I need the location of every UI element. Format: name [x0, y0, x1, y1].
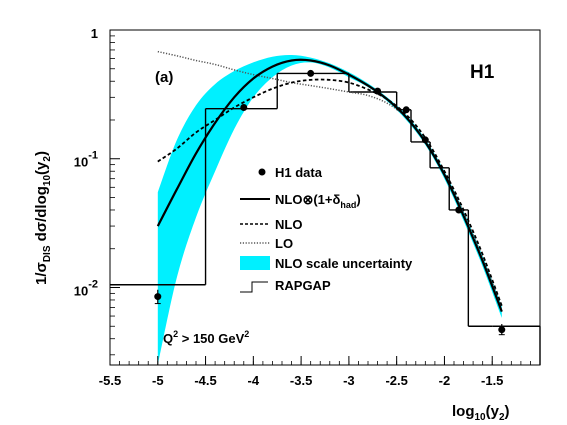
y-tick-label: 10-1: [74, 150, 98, 170]
x-tick-label: -3: [343, 373, 355, 388]
legend-rapgap-symbol: [240, 281, 268, 293]
h1-data-point: [374, 87, 382, 95]
legend-band-swatch: [240, 256, 270, 270]
h1-data-point: [498, 326, 506, 334]
h1-data-point: [421, 136, 429, 144]
panel-label: (a): [155, 69, 173, 86]
axes-layer: -5.5 -5 -4.5 -4 -3.5 -3 -2.5 -2 -1.5 1 10-1 10-2: [74, 26, 541, 388]
experiment-label: H1: [470, 62, 495, 83]
y-tick-label: 10-2: [74, 278, 98, 298]
x-tick-label: -5.5: [99, 373, 121, 388]
theory-curves-layer: [156, 50, 503, 312]
legend-nlo-had-label: NLO⊗(1+δhad): [275, 192, 361, 210]
x-tick-label: -3.5: [290, 373, 312, 388]
cut-label: Q2 > 150 GeV2: [163, 329, 249, 346]
x-tick-label: -2: [439, 373, 451, 388]
x-tick-label: -1.5: [481, 373, 503, 388]
h1-data-point: [402, 106, 410, 114]
legend-band-label: NLO scale uncertainty: [275, 256, 413, 271]
y-tick-label: 1: [91, 26, 98, 41]
h1-data-point: [154, 293, 162, 301]
legend-rapgap-label: RAPGAP: [275, 278, 331, 293]
legend-nlo-label: NLO: [275, 217, 302, 232]
x-tick-label: -2.5: [385, 373, 407, 388]
nlo-curve: [157, 78, 503, 307]
h1-data-point: [455, 206, 463, 214]
legend: H1 data NLO⊗(1+δhad) NLO LO NLO scale un…: [240, 165, 413, 293]
data-points-layer: [154, 69, 506, 336]
h1-data-point: [240, 104, 248, 112]
h1-data-point: [307, 69, 315, 77]
x-tick-label: -5: [152, 373, 164, 388]
y-axis-label: 1/σDIS dσ/dlog10(y2): [33, 151, 53, 285]
legend-h1-label: H1 data: [275, 165, 323, 180]
x-axis-label: log10(y2): [452, 403, 510, 423]
legend-lo-label: LO: [275, 236, 293, 251]
nlo-had-curve: [156, 58, 503, 312]
x-tick-label: -4: [248, 373, 260, 388]
legend-h1-marker: [258, 168, 266, 176]
x-tick-label: -4.5: [194, 373, 216, 388]
